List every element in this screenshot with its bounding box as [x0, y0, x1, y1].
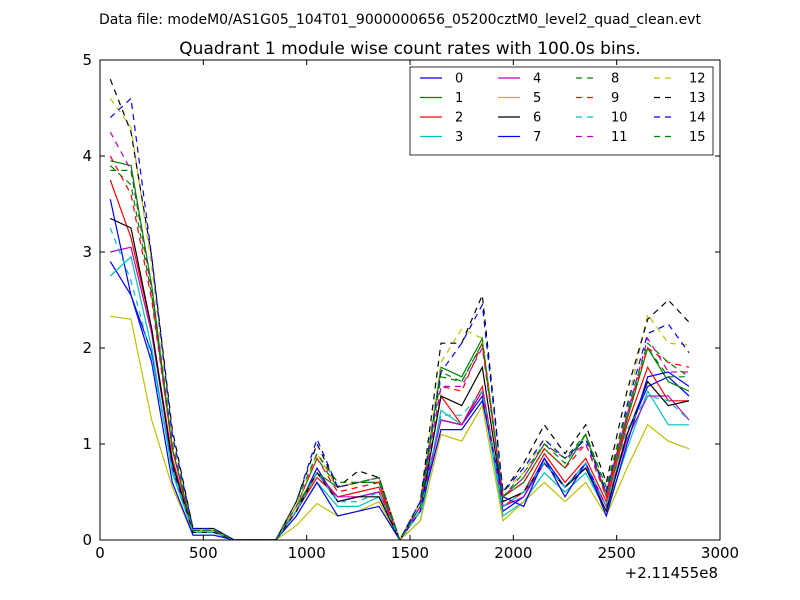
x-tick-label: 1000 [288, 544, 326, 562]
legend-label-3: 3 [455, 130, 463, 145]
x-tick-label: 1500 [391, 544, 429, 562]
legend-label-9: 9 [611, 91, 619, 106]
legend-label-12: 12 [689, 72, 706, 87]
plot-frame [99, 59, 721, 541]
x-tick-label: 2000 [494, 544, 532, 562]
legend-label-14: 14 [689, 111, 706, 126]
x-tick-label: 500 [189, 544, 218, 562]
legend-label-0: 0 [455, 72, 463, 87]
legend-label-6: 6 [533, 111, 541, 126]
legend-label-8: 8 [611, 72, 619, 87]
legend-label-10: 10 [611, 111, 628, 126]
chart-title: Quadrant 1 module wise count rates with … [179, 39, 640, 59]
legend-label-5: 5 [533, 91, 541, 106]
legend-label-2: 2 [455, 111, 463, 126]
series-line-15 [110, 169, 690, 540]
series-line-7 [109, 199, 690, 540]
series-layer [109, 78, 690, 540]
x-tick-label: 0 [95, 544, 105, 562]
y-tick-label: 1 [82, 435, 92, 453]
y-tick-label: 0 [82, 531, 92, 549]
legend-label-1: 1 [455, 91, 463, 106]
y-tick-label: 5 [82, 51, 92, 69]
y-tick-label: 2 [82, 339, 92, 357]
y-tick-label: 3 [82, 243, 92, 261]
y-tick-label: 4 [82, 147, 92, 165]
x-offset-label: +2.11455e8 [625, 564, 718, 582]
series-line-14 [109, 97, 690, 540]
x-tick-label: 3000 [701, 544, 739, 562]
series-line-13 [109, 78, 690, 540]
legend-label-4: 4 [533, 72, 541, 87]
legend-label-11: 11 [611, 130, 628, 145]
figure-suptitle: Data file: modeM0/AS1G05_104T01_90000006… [99, 12, 701, 28]
x-tick-label: 2500 [598, 544, 636, 562]
legend-label-15: 15 [689, 130, 706, 145]
legend-label-13: 13 [689, 91, 706, 106]
legend-frame [409, 66, 714, 156]
legend-label-7: 7 [533, 130, 541, 145]
